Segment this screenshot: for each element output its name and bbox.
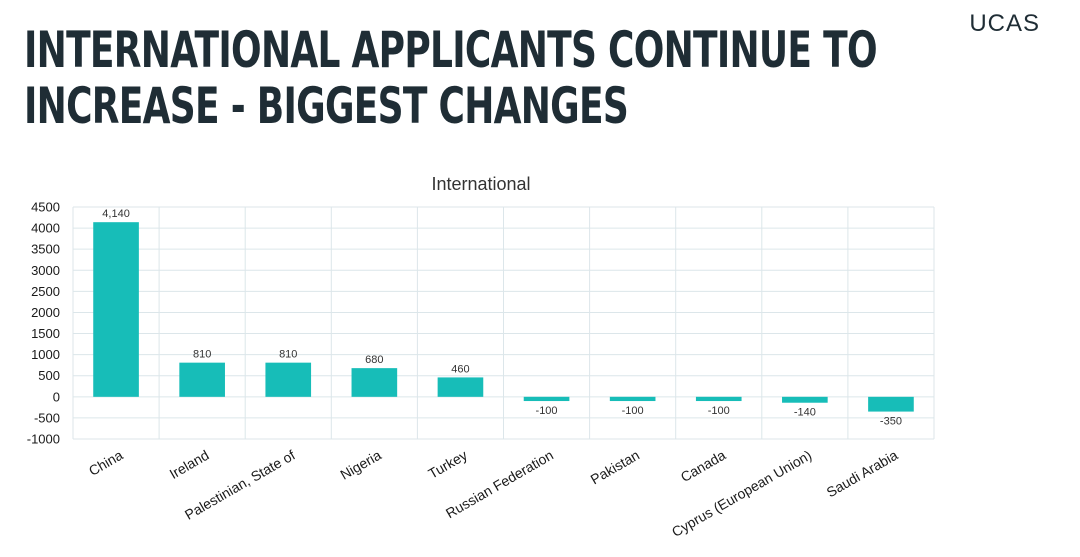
y-tick-label: 0 <box>53 389 60 404</box>
bar <box>523 396 570 402</box>
chart-title: International <box>431 174 530 194</box>
x-tick-label: Canada <box>678 447 729 485</box>
slide-title: INTERNATIONAL APPLICANTS CONTINUE TO INC… <box>24 21 878 135</box>
data-label: -100 <box>536 405 558 417</box>
grid-lines <box>72 206 935 440</box>
bar <box>609 396 656 402</box>
y-axis-ticks: 4500 4000 3500 3000 2500 2000 1500 1000 500 0 -500… <box>27 200 60 447</box>
bar <box>437 377 484 397</box>
data-labels: 4,140 810 810 680 460 -100 -100 -100 -140 -350 <box>102 208 902 427</box>
data-label: -140 <box>794 407 816 419</box>
x-tick-label: Nigeria <box>337 447 384 483</box>
slide-title-line-1: INTERNATIONAL APPLICANTS CONTINUE TO <box>24 21 878 79</box>
data-label: 680 <box>365 354 383 366</box>
data-label: -100 <box>622 405 644 417</box>
y-tick-label: 1500 <box>31 326 60 341</box>
y-tick-label: 1000 <box>31 347 60 362</box>
data-label: 460 <box>451 363 469 375</box>
data-label: 4,140 <box>102 208 130 220</box>
bar <box>695 396 742 402</box>
y-tick-label: -1000 <box>27 432 60 447</box>
x-tick-label: Ireland <box>167 447 212 482</box>
x-tick-label: Cyprus (European Union) <box>669 447 814 540</box>
x-tick-label: Saudi Arabia <box>824 447 901 501</box>
data-label: -350 <box>880 416 902 428</box>
bar <box>868 396 914 412</box>
bar <box>265 362 312 397</box>
y-tick-label: 3500 <box>31 242 60 257</box>
bars <box>93 222 914 412</box>
y-tick-label: 2000 <box>31 305 60 320</box>
x-tick-label: China <box>86 447 126 479</box>
data-label: 810 <box>279 349 297 361</box>
x-tick-label: Pakistan <box>588 447 643 488</box>
bar <box>351 368 398 397</box>
bar <box>782 396 828 403</box>
bar <box>93 222 139 397</box>
data-label: -100 <box>708 405 730 417</box>
y-tick-label: 3000 <box>31 263 60 278</box>
ucas-logo: UCAS <box>969 10 1040 37</box>
y-tick-label: 500 <box>38 368 60 383</box>
x-tick-label: Turkey <box>425 447 470 482</box>
y-tick-label: 4000 <box>31 221 60 236</box>
y-tick-label: 2500 <box>31 284 60 299</box>
y-tick-label: 4500 <box>31 200 60 215</box>
bar <box>179 362 225 397</box>
slide-title-line-2: INCREASE - BIGGEST CHANGES <box>24 77 629 135</box>
data-label: 810 <box>193 349 211 361</box>
y-tick-label: -500 <box>34 410 60 425</box>
